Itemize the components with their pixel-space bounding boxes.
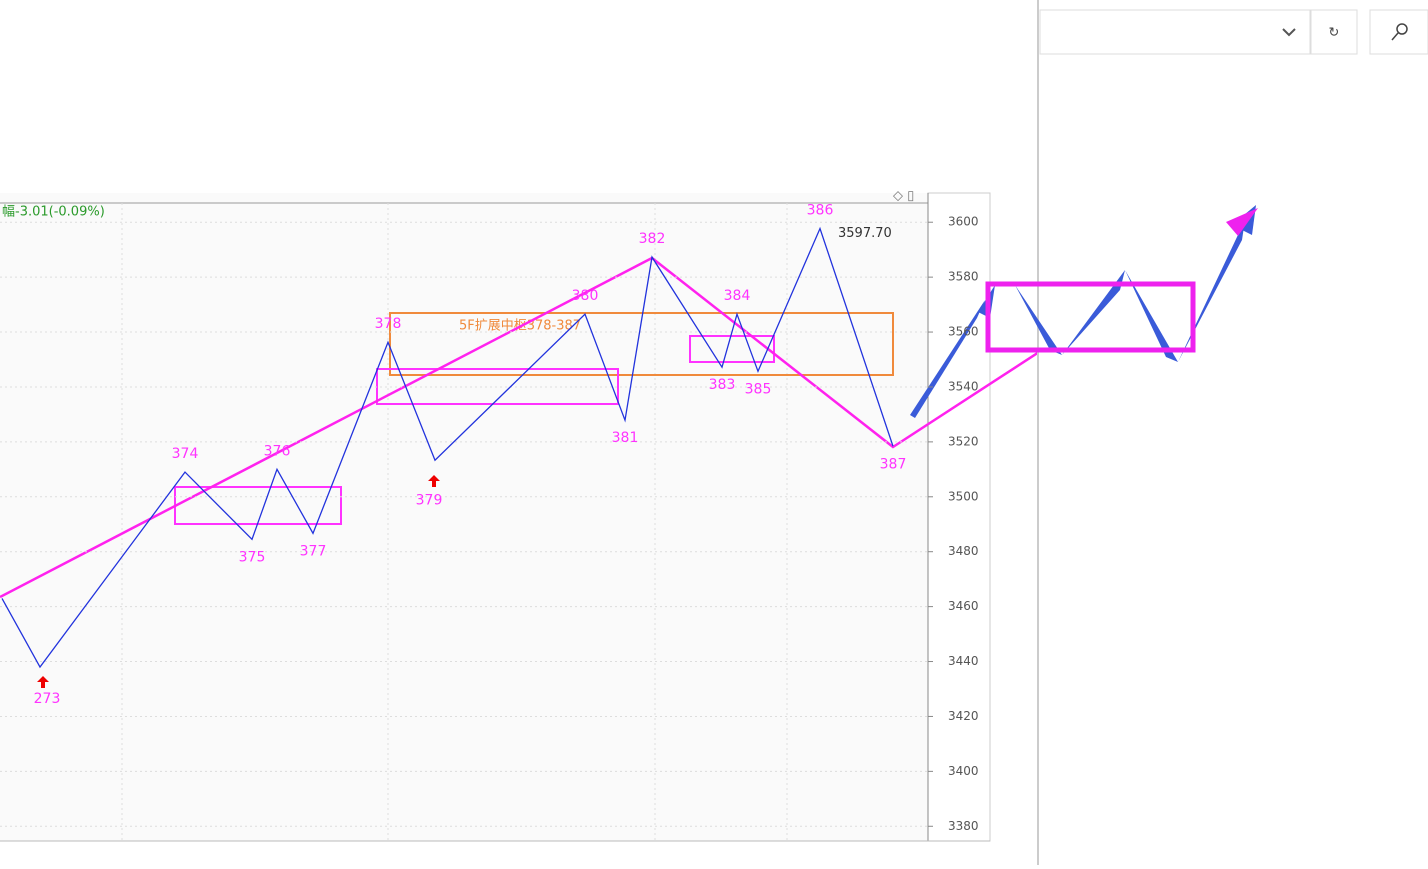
y-tick-label: 3580 (948, 270, 979, 284)
v-grid (121, 203, 788, 840)
pivot-label: 385 (745, 381, 772, 397)
pivot-label: 379 (416, 492, 443, 508)
pivot-label: 382 (639, 231, 666, 247)
dropdown-caret (1282, 28, 1296, 37)
y-tick-label: 3400 (948, 764, 979, 778)
buy-arrow (37, 676, 49, 688)
pivot-label: 386 (807, 203, 834, 219)
peak-label: 3597.70 (838, 226, 892, 241)
panel-icons[interactable]: ◇ ▯ (893, 189, 914, 204)
y-axis-panel (927, 192, 991, 842)
side-window (1038, 0, 1428, 865)
search-icon (1391, 32, 1399, 41)
pivot-label: 378 (375, 316, 402, 332)
chart-panel (0, 193, 990, 841)
pivot-label: 387 (880, 456, 907, 472)
y-tick-label: 3500 (948, 489, 979, 503)
pivot-zone (389, 312, 894, 376)
box (689, 335, 775, 363)
dropdown[interactable] (1039, 9, 1311, 55)
y-tick-label: 3380 (948, 819, 979, 833)
change-label: 幅-3.01(-0.09%) (2, 205, 105, 220)
projection-box (985, 281, 1196, 353)
y-tick-label: 3560 (948, 325, 979, 339)
refresh-icon: ↻ (1329, 26, 1340, 41)
refresh-button[interactable] (1310, 9, 1358, 55)
y-tick-label: 3440 (948, 654, 979, 668)
buy-arrow (428, 475, 440, 487)
pivot-label: 273 (34, 691, 61, 707)
search-button[interactable] (1369, 9, 1428, 55)
y-tick-label: 3520 (948, 434, 979, 448)
y-tick-label: 3600 (948, 215, 979, 229)
search-icon (1396, 23, 1408, 35)
pivot-label: 376 (264, 443, 291, 459)
pivot-label: 380 (572, 288, 599, 304)
y-tick-label: 3480 (948, 544, 979, 558)
pivot-label: 381 (612, 430, 639, 446)
y-tick-label: 3540 (948, 379, 979, 393)
projection-arrowhead (1226, 208, 1258, 236)
y-tick-label: 3420 (948, 709, 979, 723)
pivot-label: 374 (172, 446, 199, 462)
pivot-label: 384 (724, 288, 751, 304)
pivot-label: 375 (239, 549, 266, 565)
pivot-label: 383 (709, 377, 736, 393)
zigzag-line (1, 226, 894, 669)
y-tick-label: 3460 (948, 599, 979, 613)
pivot-label: 377 (300, 543, 327, 559)
